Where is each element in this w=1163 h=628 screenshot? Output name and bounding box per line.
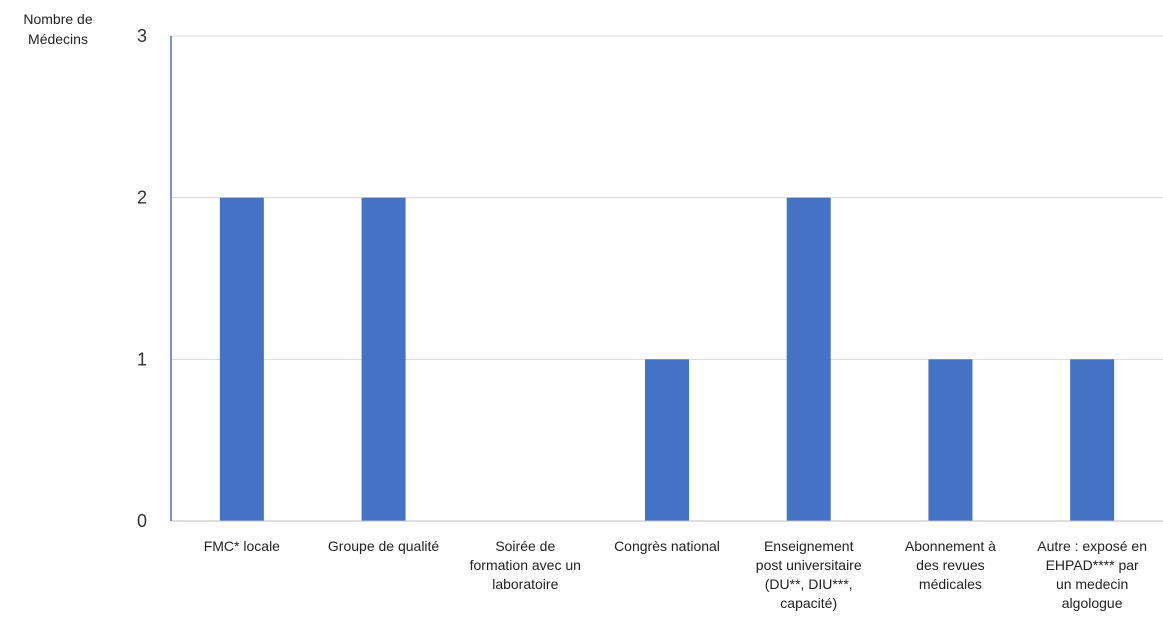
x-tick-label: Groupe de qualité xyxy=(328,538,440,554)
bar-2: Groupe de qualité: 2 xyxy=(361,197,406,521)
axes xyxy=(170,36,1163,522)
x-tick-label: Soirée de formation avec un laboratoire xyxy=(470,538,581,592)
x-tick-label: Autre : exposé en EHPAD**** par un medecin… xyxy=(1037,538,1147,611)
x-tick-labels: FMC* locale Groupe de qualité Soirée de for… xyxy=(204,538,1147,611)
bar-6: Abonnement à des revues médicales: 1 xyxy=(928,359,973,521)
bar-7: Autre : exposé en EHPAD**** par un medec… xyxy=(1070,359,1115,521)
bar-4: Congrès national: 1 xyxy=(645,359,689,521)
y-axis-label: Nombre de Médecins xyxy=(23,11,92,47)
y-tick-label: 0 xyxy=(137,511,147,531)
y-tick-label: 1 xyxy=(137,349,147,369)
y-axis-title: Nombre de Médecins xyxy=(23,11,92,47)
x-tick-label: Enseignement post universitaire (DU**, DIU… xyxy=(756,538,862,611)
bars: FMC* locale: 2Groupe de qualité: 2Soirée… xyxy=(219,197,1115,521)
y-tick-labels: 0 1 2 3 xyxy=(137,26,147,531)
bar-1: FMC* locale: 2 xyxy=(219,197,264,521)
x-tick-label: FMC* locale xyxy=(204,538,280,554)
gridlines xyxy=(171,35,1163,360)
x-tick-label: Abonnement à des revues médicales xyxy=(905,538,996,592)
y-tick-label: 2 xyxy=(137,188,147,208)
x-tick-label: Congrès national xyxy=(614,538,720,554)
bar-5: Enseignement post universitaire (DU**, D… xyxy=(786,197,831,521)
y-tick-label: 3 xyxy=(137,26,147,46)
